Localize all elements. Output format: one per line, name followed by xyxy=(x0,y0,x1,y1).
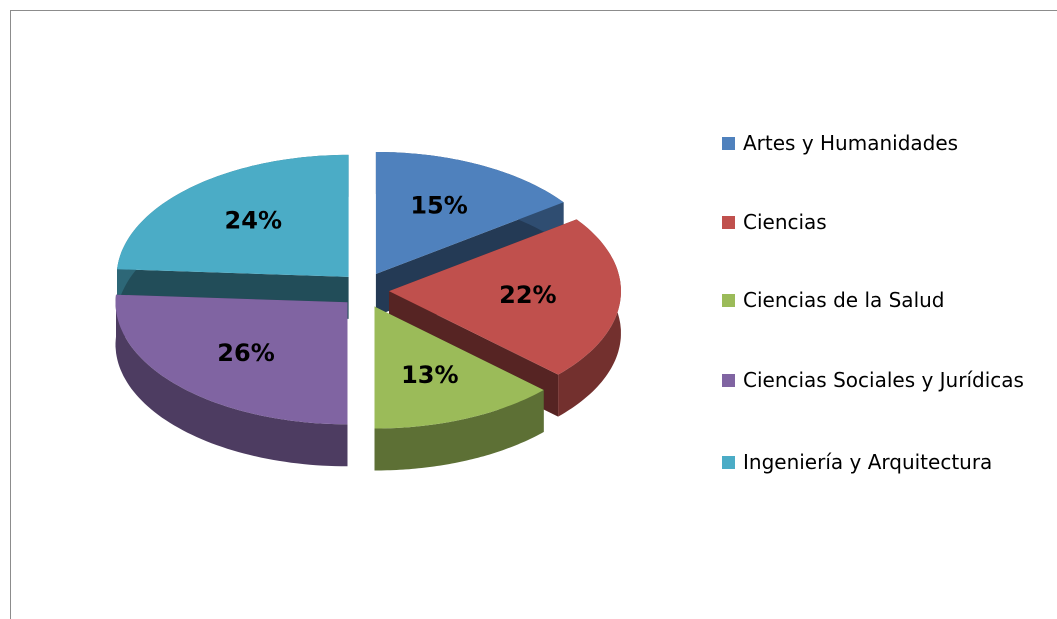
legend-label: Ciencias Sociales y Jurídicas xyxy=(743,368,1024,392)
slice xyxy=(115,294,348,425)
legend-item: Ingeniería y Arquitectura xyxy=(722,446,1033,478)
data-label: 15% xyxy=(410,192,467,220)
slice xyxy=(375,152,564,274)
slice-group xyxy=(117,154,349,319)
legend-label: Artes y Humanidades xyxy=(743,131,959,155)
legend-label: Ciencias de la Salud xyxy=(743,288,945,312)
data-label: 22% xyxy=(499,281,556,309)
legend-item: Ciencias xyxy=(722,206,1033,238)
legend-swatch xyxy=(722,216,735,229)
legend-label: Ciencias xyxy=(743,210,827,234)
slice-side xyxy=(374,390,544,471)
slice-group xyxy=(374,306,544,471)
chart-frame xyxy=(10,10,1057,619)
legend-swatch xyxy=(722,456,735,469)
slice-group xyxy=(115,294,348,467)
legend-item: Ciencias de la Salud xyxy=(722,284,1033,316)
data-label: 13% xyxy=(401,361,458,389)
data-label: 26% xyxy=(217,339,274,367)
slice xyxy=(389,219,621,375)
slice xyxy=(117,154,349,277)
legend-swatch xyxy=(722,294,735,307)
legend-swatch xyxy=(722,374,735,387)
slice-side xyxy=(115,294,348,467)
legend-item: Ciencias Sociales y Jurídicas xyxy=(722,364,1033,396)
data-label: 24% xyxy=(225,207,282,235)
slice xyxy=(374,306,544,429)
legend-swatch xyxy=(722,137,735,150)
legend-label: Ingeniería y Arquitectura xyxy=(743,450,993,474)
legend-item: Artes y Humanidades xyxy=(722,127,1033,159)
